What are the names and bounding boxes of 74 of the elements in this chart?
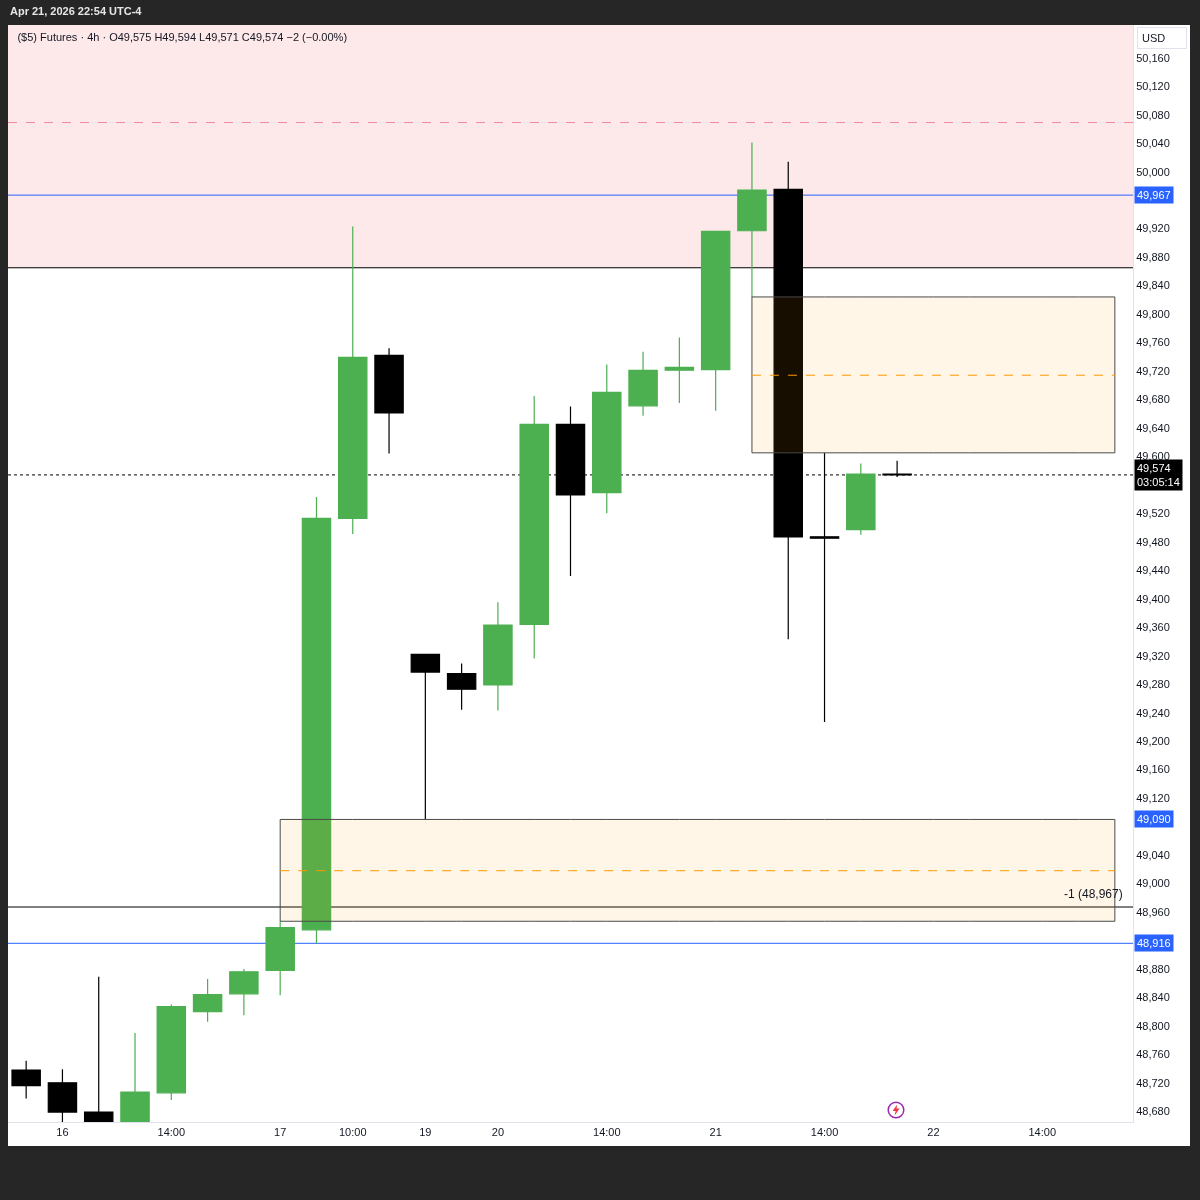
- candlestick: [446, 662, 477, 711]
- x-tick-label: 20: [491, 1126, 505, 1139]
- x-tick-label: 19: [419, 1126, 432, 1139]
- candlestick: [120, 1032, 150, 1122]
- y-tick-label: 48,880: [1136, 962, 1170, 975]
- y-tick-label: 48,720: [1136, 1076, 1170, 1089]
- y-tick-label: 49,160: [1136, 763, 1170, 776]
- candlestick: [483, 601, 513, 712]
- candlestick: [410, 653, 441, 821]
- y-tick-label: 49,800: [1136, 307, 1170, 320]
- x-tick-label: 10:00: [338, 1126, 367, 1139]
- y-tick-label: 50,000: [1136, 165, 1170, 178]
- text: USD: [1142, 32, 1166, 44]
- candlestick: [700, 230, 731, 412]
- y-tick-label: 49,040: [1136, 848, 1170, 861]
- candlestick: [11, 1060, 41, 1100]
- candlestick: [83, 976, 114, 1122]
- x-tick-label: 14:00: [593, 1126, 621, 1139]
- y-tick-label: 50,040: [1136, 137, 1170, 150]
- y-tick-label: 49,520: [1136, 507, 1170, 520]
- text: Apr 21, 2026 22:54 UTC-4: [10, 5, 142, 17]
- y-tick-label: 49,840: [1136, 279, 1170, 292]
- candlestick: [592, 363, 622, 514]
- x-tick-label: 22: [927, 1126, 940, 1139]
- y-tick-label: 49,360: [1136, 621, 1170, 634]
- y-tick-label: 49,680: [1136, 393, 1170, 406]
- candlestick: [846, 462, 876, 536]
- y-tick-label: 49,480: [1136, 535, 1170, 548]
- ref-line-label: 48,916: [1137, 937, 1171, 949]
- candlestick: [47, 1068, 78, 1122]
- candlestick: [156, 1003, 187, 1101]
- y-tick-label: 49,640: [1136, 421, 1170, 434]
- x-tick-label: 16: [56, 1126, 69, 1139]
- y-tick-label: 50,080: [1136, 108, 1170, 121]
- y-tick-label: 49,120: [1136, 791, 1170, 804]
- y-tick-label: 49,920: [1136, 222, 1170, 235]
- candlestick: [229, 968, 259, 1016]
- y-tick-label: 49,000: [1136, 877, 1170, 890]
- candlestick: [338, 225, 368, 535]
- annotation: -1 (48,967): [1064, 887, 1123, 901]
- candlestick: [519, 395, 549, 660]
- y-tick-label: 48,800: [1136, 1019, 1170, 1032]
- y-tick-label: 49,720: [1136, 364, 1170, 377]
- y-tick-label: 49,200: [1136, 735, 1170, 747]
- y-tick-label: 49,760: [1136, 336, 1170, 349]
- x-tick-label: 14:00: [1028, 1126, 1057, 1139]
- ref-line-label: 49,967: [1137, 189, 1171, 201]
- y-tick-label: 48,960: [1136, 905, 1170, 918]
- candlestick: [301, 496, 332, 944]
- x-tick-label: 21: [709, 1126, 722, 1139]
- y-tick-label: 48,680: [1136, 1105, 1170, 1118]
- y-tick-label: 50,120: [1136, 80, 1170, 93]
- y-tick-label: 49,440: [1136, 564, 1170, 577]
- y-tick-label: 49,320: [1136, 649, 1170, 662]
- x-tick-label: 17: [274, 1126, 287, 1139]
- candlestick: [628, 351, 658, 417]
- y-tick-label: 50,160: [1136, 51, 1170, 64]
- ref-line-label: 49,574 03:05:14: [1137, 462, 1180, 489]
- y-tick-label: 49,400: [1136, 592, 1170, 605]
- x-tick-label: 14:00: [157, 1126, 186, 1139]
- y-tick-label: 49,280: [1136, 678, 1170, 691]
- y-tick-label: 48,760: [1136, 1048, 1170, 1061]
- candlestick: [265, 920, 295, 996]
- y-tick-label: 49,600: [1136, 450, 1170, 463]
- candlestick: [737, 141, 767, 298]
- candlestick: [374, 347, 404, 455]
- candlestick: [664, 336, 695, 404]
- y-tick-label: 49,880: [1136, 250, 1170, 263]
- text: ($5) Futures · 4h · O49,575 H49,594 L49,571 C49,574 −2 (−0.00%): [17, 30, 348, 43]
- x-tick-label: 14:00: [810, 1126, 839, 1139]
- annotation: 49,090: [1137, 813, 1171, 825]
- y-tick-label: 48,840: [1136, 991, 1170, 1004]
- y-tick-label: 49,240: [1136, 706, 1170, 719]
- candlestick: [192, 978, 223, 1023]
